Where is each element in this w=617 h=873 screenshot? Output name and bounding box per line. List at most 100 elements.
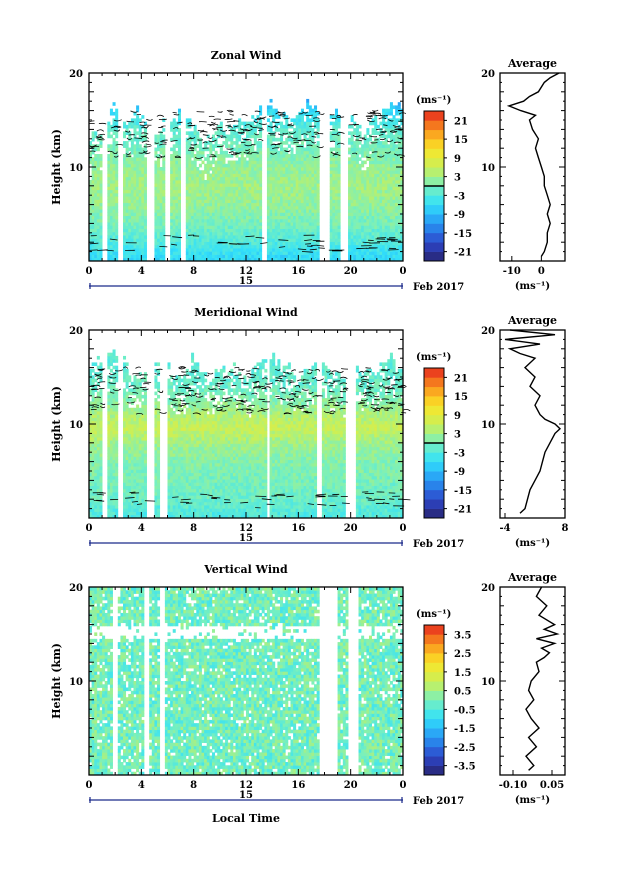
colorbar-swatch xyxy=(424,471,444,481)
colorbar-swatch xyxy=(424,167,444,177)
colorbar-swatch xyxy=(424,443,444,453)
avg-x-tick-label: 0.05 xyxy=(540,780,564,791)
colorbar-tick-label: -2.5 xyxy=(454,743,476,754)
colorbar-swatch xyxy=(424,737,444,748)
colorbar-swatch xyxy=(424,433,444,444)
y-tick-label: 10 xyxy=(69,163,83,174)
colorbar-unit: (ms⁻¹) xyxy=(416,95,451,106)
colorbar-swatch xyxy=(424,223,444,234)
x-tick-label: 8 xyxy=(190,266,197,277)
avg-y-tick-label: 10 xyxy=(481,677,495,688)
avg-x-tick-label: 8 xyxy=(562,523,569,534)
avg-y-tick-label: 20 xyxy=(481,69,495,80)
x-tick-label: 0 xyxy=(400,780,407,791)
y-tick-label: 20 xyxy=(69,69,83,80)
colorbar-tick-label: 1.5 xyxy=(454,668,471,679)
x-tick-label: 20 xyxy=(344,523,358,534)
colorbar-swatch xyxy=(424,499,444,509)
colorbar-tick-label: 2.5 xyxy=(454,649,471,660)
panel-title: Meridional Wind xyxy=(194,306,298,319)
y-tick-label: 10 xyxy=(69,420,83,431)
colorbar-swatch xyxy=(424,251,444,262)
colorbar-swatch xyxy=(424,634,444,645)
colorbar-swatch xyxy=(424,653,444,663)
colorbar-tick-label: -3.5 xyxy=(454,762,476,773)
average-x-label: (ms⁻¹) xyxy=(515,795,550,806)
x-tick-label: 0 xyxy=(86,266,93,277)
x-tick-label: 12 xyxy=(239,266,253,277)
date-label: Feb 2017 xyxy=(413,539,464,550)
day-label: 15 xyxy=(239,533,253,544)
panel-title: Vertical Wind xyxy=(203,563,288,576)
colorbar-tick-label: 3.5 xyxy=(454,630,471,641)
colorbar-tick-label: -1.5 xyxy=(454,724,476,735)
panel-1-contours xyxy=(89,366,411,509)
colorbar-tick-label: -21 xyxy=(454,505,472,516)
x-tick-label: 12 xyxy=(239,780,253,791)
y-axis-label: Height (km) xyxy=(50,129,63,205)
x-tick-label: 16 xyxy=(291,780,305,791)
panel-0-field xyxy=(89,98,404,262)
avg-x-tick-label: -0.10 xyxy=(499,780,528,791)
y-tick-label: 10 xyxy=(69,677,83,688)
colorbar-swatch xyxy=(424,139,444,149)
colorbar-swatch xyxy=(424,204,444,215)
colorbar-swatch xyxy=(424,120,444,131)
colorbar-swatch xyxy=(424,461,444,472)
average-x-label: (ms⁻¹) xyxy=(515,538,550,549)
average-title: Average xyxy=(507,571,557,584)
colorbar-swatch xyxy=(424,709,444,720)
x-tick-label: 0 xyxy=(86,780,93,791)
x-tick-label: 20 xyxy=(344,780,358,791)
x-tick-label: 0 xyxy=(86,523,93,534)
colorbar-swatch xyxy=(424,377,444,388)
average-frame xyxy=(499,72,566,262)
colorbar-swatch xyxy=(424,195,444,206)
avg-y-tick-label: 20 xyxy=(481,326,495,337)
date-line-end xyxy=(89,797,403,803)
colorbar-swatch xyxy=(424,681,444,691)
colorbar-swatch xyxy=(424,765,444,776)
x-tick-label: 4 xyxy=(138,266,145,277)
y-axis-label: Height (km) xyxy=(50,386,63,462)
panel-2-field xyxy=(89,587,404,776)
colorbar-swatch xyxy=(424,405,444,416)
colorbar-swatch xyxy=(424,129,444,140)
colorbar-swatch xyxy=(424,690,444,701)
colorbar-tick-label: -9 xyxy=(454,467,465,478)
colorbar-tick-label: 9 xyxy=(454,154,461,165)
colorbar-swatch xyxy=(424,424,444,434)
date-line-end xyxy=(89,283,403,289)
avg-y-tick-label: 20 xyxy=(481,583,495,594)
average-title: Average xyxy=(507,57,557,70)
colorbar-swatch xyxy=(424,662,444,673)
average-title: Average xyxy=(507,314,557,327)
avg-x-tick-label: -4 xyxy=(499,523,510,534)
colorbar-tick-label: -3 xyxy=(454,191,465,202)
colorbar-tick-label: 15 xyxy=(454,392,468,403)
y-axis-label: Height (km) xyxy=(50,643,63,719)
colorbar-swatch xyxy=(424,643,444,654)
date-label: Feb 2017 xyxy=(413,796,464,807)
colorbar-swatch xyxy=(424,625,444,635)
avg-x-tick-label: -10 xyxy=(503,266,521,277)
colorbar-swatch xyxy=(424,148,444,159)
colorbar-tick-label: 21 xyxy=(454,116,468,127)
colorbar-swatch xyxy=(424,157,444,168)
colorbar-tick-label: 3 xyxy=(454,430,461,441)
colorbar-swatch xyxy=(424,508,444,519)
x-tick-label: 20 xyxy=(344,266,358,277)
day-label: 15 xyxy=(239,276,253,287)
x-tick-label: 8 xyxy=(190,523,197,534)
avg-y-tick-label: 10 xyxy=(481,163,495,174)
colorbar-swatch xyxy=(424,242,444,252)
date-label: Feb 2017 xyxy=(413,282,464,293)
colorbar-tick-label: 0.5 xyxy=(454,687,471,698)
average-line xyxy=(506,72,560,257)
average-x-label: (ms⁻¹) xyxy=(515,281,550,292)
panel-0-contours xyxy=(89,109,407,253)
average-line xyxy=(504,329,562,514)
colorbar-swatch xyxy=(424,368,444,378)
average-line xyxy=(525,586,560,771)
colorbar-tick-label: 9 xyxy=(454,411,461,422)
